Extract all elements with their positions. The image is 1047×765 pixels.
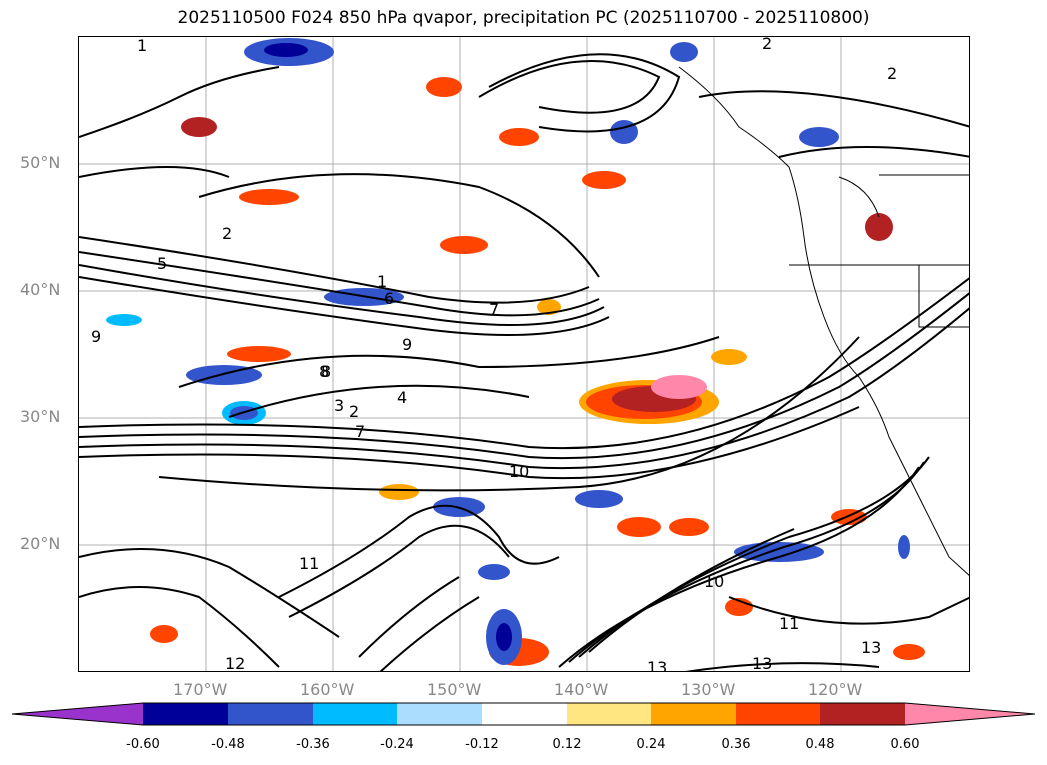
contour-label: 2	[887, 64, 897, 83]
colorbar-segment	[228, 703, 313, 725]
contour-label: 10	[509, 462, 529, 481]
contour-label: 10	[704, 572, 724, 591]
contour-label: 3	[334, 396, 344, 415]
colorbar-tick: 0.36	[721, 737, 751, 752]
colorbar-tick: -0.36	[296, 737, 330, 752]
map-canvas: 1 2 2 2 5 1 6 7 9 3 2 4 7 8 9 10 11 12 1…	[79, 37, 969, 672]
lat-label-40n: 40°N	[20, 280, 61, 299]
lat-label-20n: 20°N	[20, 534, 61, 553]
contour-label: 13	[752, 654, 772, 672]
lon-label-160w: 160°W	[300, 680, 355, 699]
contour-label: 2	[222, 224, 232, 243]
colorbar-segment	[567, 703, 651, 725]
contour-label: 2	[762, 37, 772, 53]
colorbar	[11, 702, 1036, 726]
contour-label: 11	[779, 614, 799, 633]
colorbar-tick: -0.12	[465, 737, 499, 752]
contour-label: 8	[319, 362, 329, 381]
map-panel: 1 2 2 2 5 1 6 7 9 3 2 4 7 8 9 10 11 12 1…	[78, 36, 970, 672]
contour-labels: 1 2 2 2 5 1 6 7 9 3 2 4 7 8 9 10 11 12 1…	[91, 37, 897, 672]
lon-label-130w: 130°W	[681, 680, 736, 699]
lon-label-120w: 120°W	[808, 680, 863, 699]
colorbar-tick: 0.48	[805, 737, 835, 752]
contour-label: 12	[225, 654, 245, 672]
lon-label-170w: 170°W	[173, 680, 228, 699]
precip-shading	[106, 38, 925, 666]
colorbar-segment	[397, 703, 482, 725]
contour-label: 4	[397, 388, 407, 407]
lon-label-150w: 150°W	[427, 680, 482, 699]
colorbar-tick: -0.60	[126, 737, 160, 752]
lat-label-50n: 50°N	[20, 153, 61, 172]
colorbar-tick: 0.60	[890, 737, 920, 752]
contour-label: 2	[349, 402, 359, 421]
colorbar-segment	[651, 703, 736, 725]
coastlines	[678, 66, 969, 576]
map-title: 2025110500 F024 850 hPa qvapor, precipit…	[177, 8, 870, 28]
contour-label: 9	[402, 335, 412, 354]
contour-label: 7	[355, 422, 365, 441]
lat-label-30n: 30°N	[20, 407, 61, 426]
contour-label: 9	[91, 327, 101, 346]
contour-label: 13	[647, 658, 667, 672]
contour-label: 1	[137, 37, 147, 55]
colorbar-segment	[820, 703, 905, 725]
colorbar-extend-high	[905, 703, 1035, 725]
colorbar-tick: 0.12	[552, 737, 582, 752]
colorbar-tick: -0.24	[380, 737, 414, 752]
lon-label-140w: 140°W	[554, 680, 609, 699]
colorbar-tick: 0.24	[636, 737, 666, 752]
qvapor-contours	[79, 53, 969, 671]
contour-label: 1	[377, 272, 387, 291]
colorbar-segment	[736, 703, 820, 725]
contour-label: 11	[299, 554, 319, 573]
contour-label: 7	[489, 300, 499, 319]
colorbar-segment	[143, 703, 228, 725]
colorbar-segment	[313, 703, 397, 725]
contour-label: 6	[384, 289, 394, 308]
colorbar-tick: -0.48	[211, 737, 245, 752]
contour-label: 5	[157, 254, 167, 273]
colorbar-segment	[482, 703, 567, 725]
colorbar-extend-low	[12, 703, 143, 725]
contour-label: 13	[861, 638, 881, 657]
contour-label: 8	[321, 362, 331, 381]
